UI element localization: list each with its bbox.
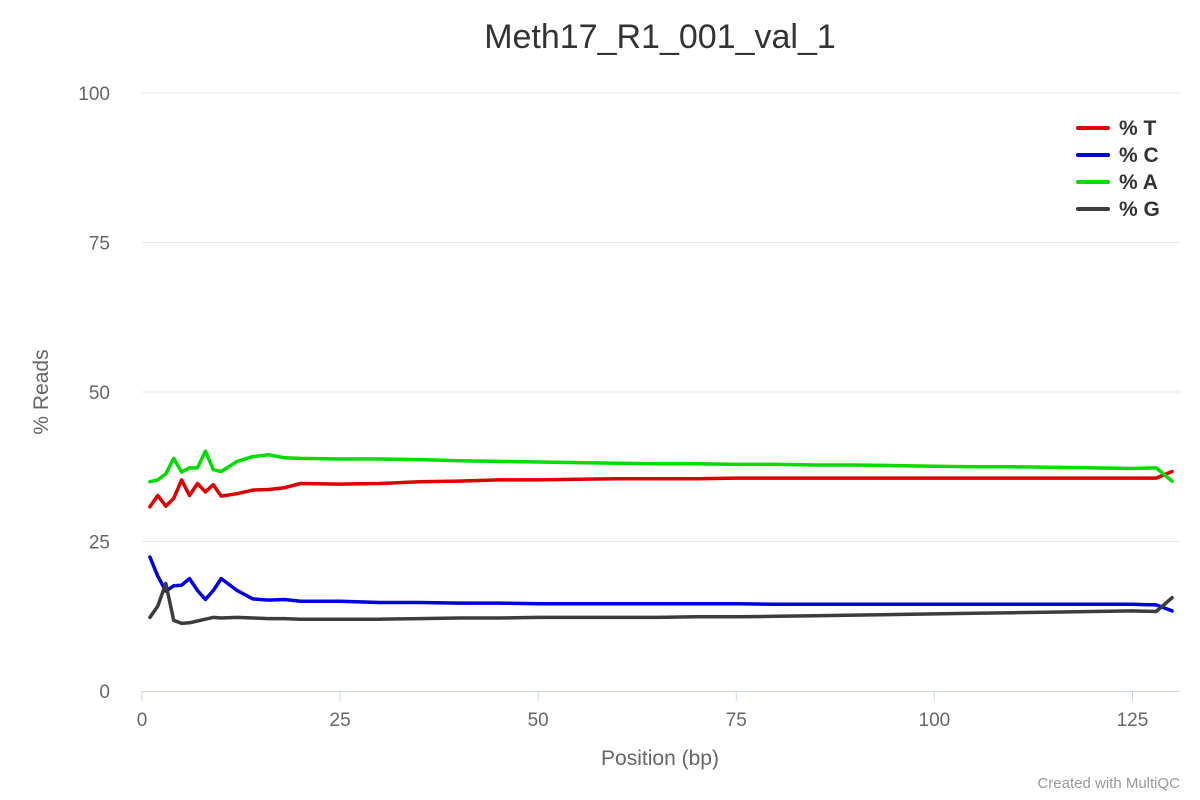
legend[interactable]: % T % C % A % G (1076, 117, 1160, 221)
x-tick-label: 75 (726, 710, 747, 731)
legend-label: % A (1119, 171, 1158, 194)
y-tick-label: 100 (78, 84, 110, 105)
series-lines[interactable] (148, 449, 1174, 626)
series-line-g[interactable] (148, 581, 1174, 626)
legend-item-g[interactable]: % G (1076, 198, 1160, 221)
series-line-t[interactable] (148, 469, 1174, 509)
chart-title: Meth17_R1_001_val_1 (484, 18, 836, 56)
legend-label: % G (1119, 198, 1160, 221)
y-tick-label: 50 (89, 383, 110, 404)
legend-label: % T (1119, 117, 1157, 140)
x-tick-label: 100 (919, 710, 951, 731)
legend-item-a[interactable]: % A (1076, 171, 1158, 194)
x-tick-label: 25 (330, 710, 351, 731)
x-tick-label: 0 (137, 710, 148, 731)
y-axis-ticks: 0 25 50 75 100 (78, 84, 110, 703)
gridlines (142, 92, 1180, 542)
y-axis-label: % Reads (30, 349, 53, 434)
y-tick-label: 25 (89, 533, 110, 554)
x-axis-label: Position (bp) (601, 747, 719, 770)
credits-link[interactable]: Created with MultiQC (1037, 775, 1180, 792)
series-line-a[interactable] (148, 449, 1174, 484)
x-tick-label: 125 (1117, 710, 1149, 731)
series-line-c[interactable] (148, 555, 1174, 613)
legend-item-t[interactable]: % T (1076, 117, 1157, 140)
x-axis-ticks: 0 25 50 75 100 125 (137, 691, 1149, 731)
x-tick-label: 50 (528, 710, 549, 731)
y-tick-label: 75 (89, 234, 110, 255)
legend-label: % C (1119, 144, 1159, 167)
y-tick-label: 0 (99, 682, 110, 703)
legend-item-c[interactable]: % C (1076, 144, 1159, 167)
